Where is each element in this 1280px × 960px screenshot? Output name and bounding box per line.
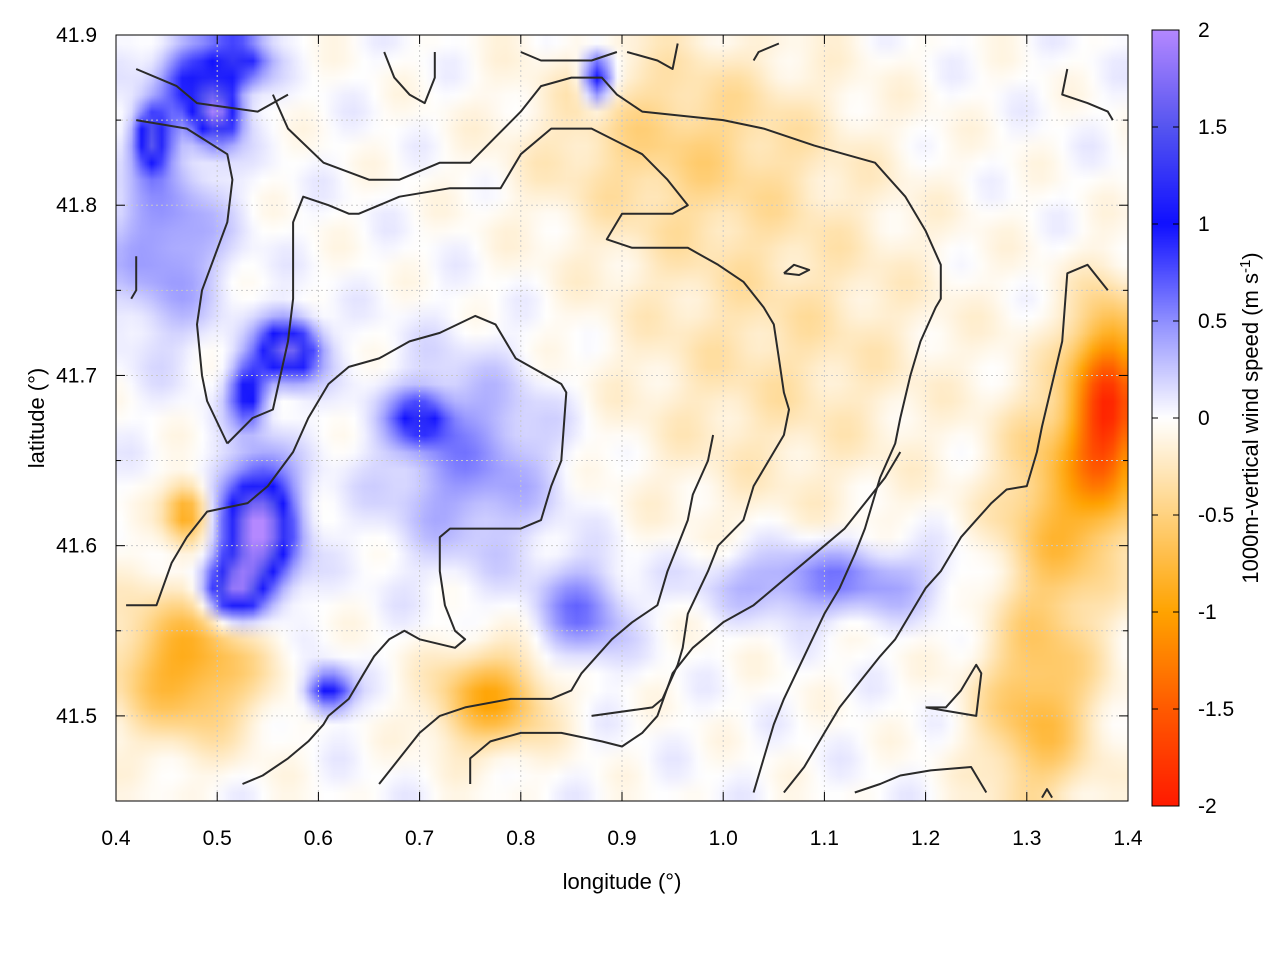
colorbar-tick-label: 0.5 [1198, 310, 1227, 333]
contour-line [135, 68, 289, 113]
y-axis-label: latitude (°) [24, 368, 49, 469]
heatmap-field [116, 35, 1128, 801]
contour-line [783, 263, 811, 276]
colorbar-tick-label: -1 [1198, 601, 1217, 624]
x-tick-label: 0.6 [304, 827, 333, 850]
contour-line [271, 76, 942, 793]
colorbar-tick-label: 1 [1198, 213, 1210, 236]
contour-line [226, 127, 790, 717]
contour-line [1061, 68, 1114, 121]
contour-lines [126, 42, 1114, 799]
colorbar-label-end: ) [1238, 252, 1263, 259]
contour-line [520, 51, 618, 62]
colorbar-tick-label: 2 [1198, 19, 1210, 42]
contour-line [136, 119, 234, 444]
contour-line [383, 51, 436, 105]
x-tick-label: 1.1 [810, 827, 839, 850]
x-tick-label: 1.4 [1113, 827, 1143, 850]
contour-line [378, 434, 715, 785]
contour-line [925, 663, 983, 717]
x-axis-label: longitude (°) [563, 869, 682, 894]
colorbar-tick-label: -0.5 [1198, 504, 1234, 527]
y-tick-label: 41.5 [56, 705, 97, 728]
contour-line [1041, 788, 1053, 799]
contour-line [752, 42, 780, 62]
x-tick-label: 1.3 [1012, 827, 1041, 850]
contour-line [626, 43, 679, 70]
y-tick-label: 41.6 [56, 535, 97, 558]
colorbar-ticks: 2 1.5 1 0.5 0 -0.5 -1 -1.5 -2 [1152, 19, 1234, 818]
x-tick-label: 0.4 [101, 827, 131, 850]
x-tick-label: 0.8 [506, 827, 535, 850]
colorbar-tick-label: -1.5 [1198, 698, 1234, 721]
colorbar-label: 1000m-vertical wind speed (m s-1) [1237, 252, 1263, 583]
x-tick-label: 0.7 [405, 827, 434, 850]
y-tick-label: 41.9 [56, 24, 97, 47]
colorbar-tick-label: 1.5 [1198, 116, 1227, 139]
x-tick-label: 0.5 [203, 827, 232, 850]
x-tick-label: 1.2 [911, 827, 940, 850]
y-tick-label: 41.7 [56, 364, 97, 387]
colorbar-label-sup: -1 [1237, 260, 1254, 273]
contour-line [126, 314, 568, 785]
colorbar-tick-label: -2 [1198, 795, 1217, 818]
colorbar-tick-label: 0 [1198, 407, 1210, 430]
x-tick-label: 0.9 [607, 827, 636, 850]
colorbar-label-main: 1000m-vertical wind speed (m s [1238, 273, 1263, 584]
x-tick-label: 1.0 [709, 827, 738, 850]
contour-line [130, 256, 138, 300]
y-tick-label: 41.8 [56, 194, 97, 217]
axis-ticks: 0.4 0.5 0.6 0.7 0.8 0.9 1.0 1.1 1.2 1.3 1.4 41.5 41.… [56, 24, 1143, 850]
contour-line [783, 263, 1109, 794]
contour-line [854, 766, 988, 794]
contour-line [469, 451, 902, 784]
